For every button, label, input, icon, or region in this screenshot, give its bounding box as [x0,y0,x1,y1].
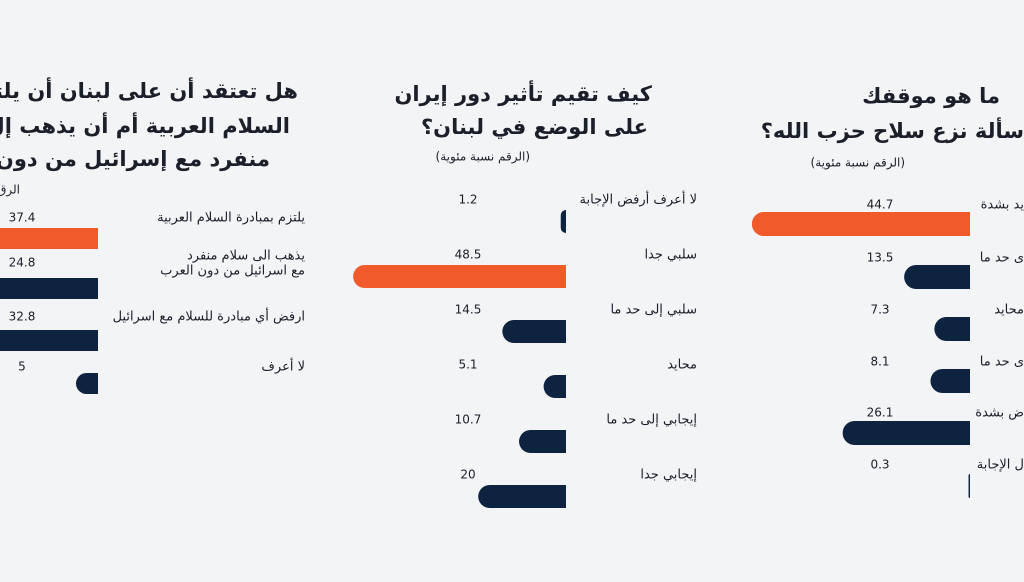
value-label: 20 [460,468,475,482]
bar [751,212,970,236]
category-label: إيجابي إلى حد ما [606,413,697,428]
category-label: إيجابي جدا [640,468,697,483]
bar [76,373,98,394]
category-label: سلبي جدا [644,248,697,263]
chart-title: هل تعتقد أن على لبنان أن يلتزم [0,76,298,103]
value-label: 0.3 [870,458,889,472]
chart-title: ما هو موقفك [862,84,1000,108]
category-label: محايد [667,358,697,373]
value-label: 8.1 [870,355,889,369]
chart-title: منفرد مع إسرائيل من دون ال [0,147,270,171]
value-label: 1.2 [458,193,477,207]
bar [519,430,566,453]
bar [560,210,566,233]
value-label: 37.4 [9,211,36,225]
bar [0,228,98,249]
category-label: مع اسرائيل من دون العرب [160,264,305,279]
value-label: 44.7 [867,198,894,212]
category-label: ض بشدة [975,406,1024,421]
bar [0,278,98,299]
value-label: 5.1 [458,358,477,372]
category-label: يد بشدة [981,198,1024,213]
chart-title: سألة نزع سلاح حزب الله؟ [761,116,1024,143]
category-label: ى حد ما [980,251,1024,266]
value-label: 48.5 [455,248,482,262]
bar [930,369,970,393]
bar [934,317,970,341]
bar [543,375,566,398]
category-label: سلبي إلى حد ما [610,303,697,318]
value-label: 24.8 [9,256,36,270]
value-label: 32.8 [9,310,36,324]
value-label: 26.1 [867,406,894,420]
chart-subtitle: (الرقم نسبة مئوية) [811,156,905,171]
category-label: ل الإجابة [977,458,1024,473]
bar [0,330,98,351]
category-label: ى حد ما [980,355,1024,370]
chart-title: السلام العربية أم أن يذهب إل [0,111,290,138]
bar [904,265,970,289]
chart-title: على الوضع في لبنان؟ [421,115,648,139]
chart-title: كيف تقيم تأثير دور إيران [394,79,652,106]
value-label: 5 [18,360,26,374]
bar [478,485,566,508]
bar [842,421,970,446]
category-label: لا أعرف أرفض الإجابة [580,191,697,208]
chart-subtitle: (الرق [0,183,20,198]
value-label: 10.7 [455,413,482,427]
value-label: 14.5 [455,303,482,317]
bar [502,320,566,343]
chart-subtitle: (الرقم نسبة مئوية) [436,150,530,165]
category-label: ارفض أي مبادرة للسلام مع اسرائيل [113,308,305,325]
category-label: لا أعرف [261,358,305,375]
category-label: يذهب الى سلام منفرد [187,249,305,264]
value-label: 7.3 [870,303,889,317]
value-label: 13.5 [867,251,894,265]
category-label: يلتزم بمبادرة السلام العربية [157,211,305,226]
category-label: محايد [994,303,1024,318]
bar [968,474,970,498]
bar [353,265,566,288]
